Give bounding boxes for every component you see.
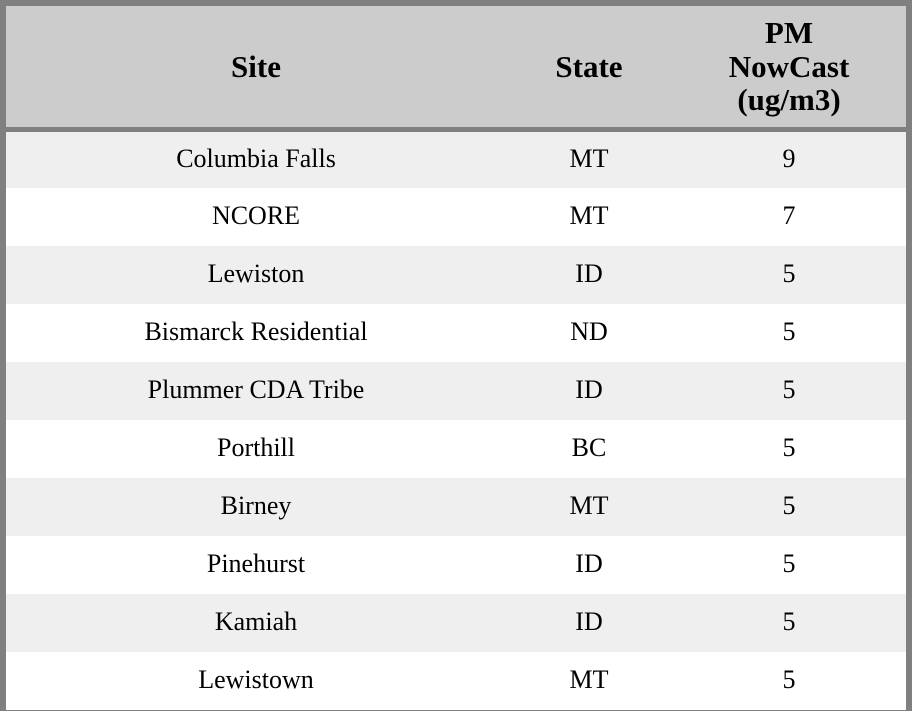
cell-site: Bismarck Residential [144,317,368,347]
cell-pm-nowcast: 5 [782,607,796,637]
column-header-site: Site [6,6,506,132]
table-header-row: Site State PM NowCast (ug/m3) [6,6,906,132]
column-header-site-label: Site [231,48,281,84]
table-row: Porthill BC 5 [6,419,906,478]
cell-site: Kamiah [214,607,298,637]
table-body: Columbia Falls MT 9 NCORE MT 7 Lewiston ID 5 Bism… [6,129,906,710]
table-row: Lewistown MT 5 [6,651,906,710]
table-row: Lewiston ID 5 [6,245,906,304]
table-row: Birney MT 5 [6,477,906,536]
table-header: Site State PM NowCast (ug/m3) [6,6,906,132]
cell-pm-nowcast: 5 [782,375,796,405]
cell-pm-nowcast: 7 [782,201,796,231]
cell-state: MT [569,144,609,174]
column-header-state: State [506,6,672,132]
cell-site: Porthill [216,433,295,463]
cell-site: Pinehurst [206,549,306,579]
cell-site: Lewiston [207,259,305,289]
table-row: Bismarck Residential ND 5 [6,303,906,362]
cell-state: ID [575,549,603,579]
cell-pm-nowcast: 5 [782,317,796,347]
cell-pm-nowcast: 5 [782,549,796,579]
cell-state: ID [575,607,603,637]
column-header-state-label: State [555,48,623,84]
cell-site: Columbia Falls [176,144,336,174]
cell-pm-nowcast: 5 [782,665,796,695]
cell-pm-nowcast: 9 [782,144,796,174]
table-row: Columbia Falls MT 9 [6,129,906,188]
table-row: Kamiah ID 5 [6,593,906,652]
cell-site: Plummer CDA Tribe [147,375,365,405]
cell-pm-nowcast: 5 [782,259,796,289]
table-row: Plummer CDA Tribe ID 5 [6,361,906,420]
cell-pm-nowcast: 5 [782,433,796,463]
cell-state: MT [569,201,609,231]
cell-pm-nowcast: 5 [782,491,796,521]
cell-state: ID [575,259,603,289]
cell-site: NCORE [211,201,301,231]
cell-site: Lewistown [198,665,314,695]
cell-state: ND [570,317,608,347]
pm-nowcast-table: Site State PM NowCast (ug/m3) Columbia F… [6,6,906,710]
table-row: Pinehurst ID 5 [6,535,906,594]
cell-state: MT [569,665,609,695]
table-row: NCORE MT 7 [6,187,906,246]
cell-site: Birney [220,491,292,521]
column-header-pm-nowcast: PM NowCast (ug/m3) [672,6,906,132]
column-header-pm-nowcast-label: PM NowCast (ug/m3) [728,15,850,118]
cell-state: BC [571,433,607,463]
cell-state: ID [575,375,603,405]
cell-state: MT [569,491,609,521]
